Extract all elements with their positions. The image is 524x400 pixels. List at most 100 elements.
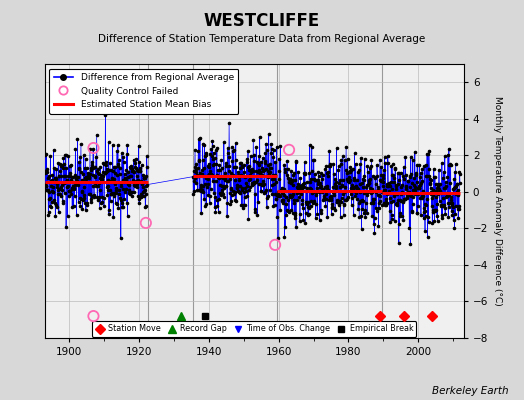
Point	[112, 184, 120, 191]
Point	[427, 177, 435, 183]
Point	[273, 214, 281, 220]
Point	[244, 216, 253, 222]
Point	[196, 184, 205, 190]
Point	[93, 197, 102, 204]
Point	[304, 204, 312, 210]
Point	[265, 160, 274, 167]
Point	[332, 183, 341, 189]
Point	[253, 177, 261, 183]
Point	[104, 187, 112, 194]
Point	[114, 205, 123, 211]
Point	[128, 193, 136, 200]
Point	[43, 169, 51, 176]
Point	[398, 189, 406, 195]
Point	[308, 190, 316, 196]
Point	[195, 186, 203, 193]
Point	[212, 161, 220, 167]
Point	[190, 168, 199, 174]
Point	[410, 188, 419, 194]
Point	[284, 207, 292, 214]
Point	[341, 157, 349, 163]
Point	[399, 199, 407, 205]
Point	[322, 191, 330, 197]
Point	[246, 176, 255, 182]
Point	[435, 198, 444, 204]
Point	[233, 188, 242, 194]
Point	[433, 184, 441, 191]
Point	[60, 161, 68, 168]
Point	[206, 167, 215, 174]
Point	[449, 190, 457, 196]
Point	[359, 198, 367, 204]
Point	[286, 176, 294, 182]
Point	[416, 182, 424, 189]
Point	[302, 198, 310, 205]
Point	[249, 168, 257, 174]
Point	[445, 145, 453, 152]
Point	[343, 176, 352, 182]
Point	[71, 146, 80, 152]
Point	[259, 178, 268, 184]
Point	[64, 172, 72, 179]
Point	[411, 172, 420, 178]
Point	[313, 181, 322, 188]
Point	[242, 180, 250, 186]
Point	[306, 179, 314, 186]
Point	[62, 164, 71, 171]
Point	[361, 214, 369, 221]
Point	[209, 143, 217, 149]
Point	[282, 194, 290, 200]
Point	[358, 196, 366, 203]
Point	[49, 146, 58, 153]
Point	[92, 153, 100, 160]
Point	[55, 173, 63, 179]
Point	[57, 162, 65, 169]
Point	[261, 166, 270, 172]
Point	[389, 172, 398, 178]
Point	[210, 149, 218, 156]
Point	[424, 172, 433, 179]
Point	[199, 189, 208, 195]
Point	[411, 187, 420, 193]
Point	[118, 176, 127, 183]
Point	[278, 197, 287, 204]
Point	[340, 188, 348, 195]
Point	[276, 192, 284, 199]
Point	[370, 215, 379, 222]
Point	[102, 162, 111, 168]
Point	[115, 171, 124, 177]
Point	[328, 201, 336, 208]
Point	[348, 194, 356, 201]
Point	[286, 194, 294, 201]
Point	[363, 182, 371, 188]
Point	[351, 184, 359, 190]
Point	[405, 192, 413, 198]
Point	[189, 190, 198, 197]
Point	[230, 164, 238, 170]
Point	[335, 180, 344, 186]
Point	[230, 188, 238, 194]
Point	[449, 186, 457, 192]
Point	[426, 180, 434, 186]
Point	[89, 313, 97, 319]
Point	[131, 160, 139, 166]
Point	[143, 153, 151, 160]
Point	[248, 182, 256, 188]
Point	[351, 193, 359, 200]
Point	[138, 181, 146, 188]
Point	[432, 207, 440, 213]
Point	[386, 194, 394, 201]
Point	[232, 140, 240, 146]
Point	[319, 172, 327, 178]
Point	[222, 160, 230, 166]
Point	[369, 220, 378, 227]
Point	[128, 166, 137, 172]
Point	[209, 178, 217, 184]
Point	[350, 175, 358, 181]
Point	[96, 200, 105, 207]
Point	[58, 182, 67, 188]
Point	[102, 169, 110, 175]
Point	[130, 189, 138, 195]
Point	[235, 183, 244, 190]
Point	[435, 188, 443, 194]
